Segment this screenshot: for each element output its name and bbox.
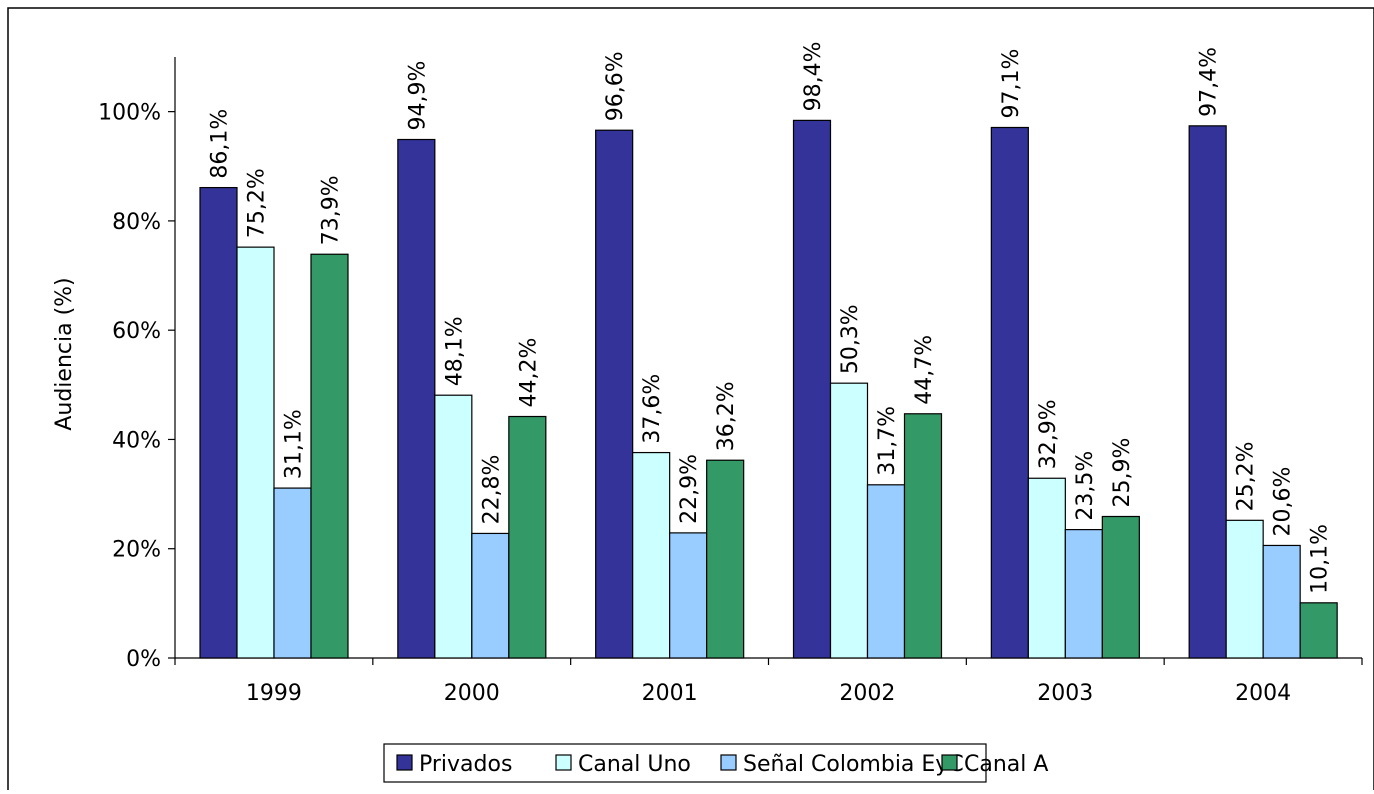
bar-privados-2003 bbox=[990, 126, 1029, 659]
data-label: 20,6% bbox=[1271, 467, 1296, 537]
bar-se-al-colombia-eyc-2002 bbox=[866, 484, 906, 659]
bar-canal-a-2003 bbox=[1101, 515, 1140, 659]
data-label: 37,6% bbox=[640, 374, 665, 444]
data-label: 31,7% bbox=[875, 406, 900, 476]
bar-privados-2002 bbox=[792, 119, 832, 659]
legend-label: Privados bbox=[419, 752, 512, 777]
data-label: 22,9% bbox=[677, 454, 702, 524]
bar-canal-uno-2003 bbox=[1027, 477, 1066, 659]
data-label: 73,9% bbox=[319, 175, 344, 245]
data-label: 94,9% bbox=[405, 61, 430, 131]
data-label: 36,2% bbox=[714, 381, 739, 451]
data-label: 44,2% bbox=[516, 338, 541, 408]
y-tick-label: 0% bbox=[126, 647, 161, 672]
bar-se-al-colombia-eyc-1999 bbox=[273, 487, 312, 659]
y-tick-label: 100% bbox=[98, 101, 161, 126]
bar-canal-a-1999 bbox=[310, 253, 349, 659]
legend-label: Canal A bbox=[964, 752, 1048, 777]
legend-swatch bbox=[720, 754, 737, 771]
bar-canal-uno-2001 bbox=[632, 451, 671, 659]
bar-canal-uno-2002 bbox=[829, 382, 869, 659]
x-tick-label: 1999 bbox=[246, 681, 302, 706]
y-tick-label: 40% bbox=[112, 428, 161, 453]
data-label: 23,5% bbox=[1073, 451, 1098, 521]
legend-label: Señal Colombia EyC bbox=[743, 752, 964, 777]
data-label: 10,1% bbox=[1308, 524, 1333, 594]
data-label: 86,1% bbox=[208, 109, 233, 179]
bar-canal-uno-1999 bbox=[236, 246, 275, 659]
y-tick-label: 60% bbox=[112, 319, 161, 344]
data-label: 31,1% bbox=[282, 409, 307, 479]
legend-swatch bbox=[555, 754, 572, 771]
data-label: 50,3% bbox=[838, 304, 863, 374]
legend-label: Canal Uno bbox=[578, 752, 691, 777]
x-tick-label: 2002 bbox=[839, 681, 895, 706]
legend-swatch bbox=[941, 754, 958, 771]
bar-canal-a-2002 bbox=[903, 413, 943, 659]
bar-canal-a-2001 bbox=[706, 459, 745, 659]
data-label: 48,1% bbox=[442, 316, 467, 386]
bar-canal-a-2000 bbox=[508, 415, 547, 659]
y-tick-label: 80% bbox=[112, 210, 161, 235]
bar-canal-a-2004 bbox=[1299, 602, 1338, 659]
bars-group bbox=[199, 119, 1338, 659]
bar-privados-2001 bbox=[595, 129, 634, 659]
bar-se-al-colombia-eyc-2000 bbox=[471, 532, 510, 659]
x-axis: 1999 2000 2001 2002 2003 2004 bbox=[174, 657, 1363, 706]
data-label: 44,7% bbox=[912, 335, 937, 405]
y-axis: 0% 20% 40% 60% 80% 100% bbox=[98, 57, 176, 672]
x-tick-label: 2001 bbox=[642, 681, 698, 706]
data-label: 96,6% bbox=[603, 51, 628, 121]
y-axis-label: Audiencia (%) bbox=[52, 277, 77, 430]
x-tick-label: 2003 bbox=[1037, 681, 1093, 706]
x-tick-label: 2000 bbox=[444, 681, 500, 706]
data-label: 22,8% bbox=[479, 455, 504, 525]
data-labels-group: 86,1% 94,9% 96,6% 98,4% 97,1% 97,4% 75,2% 48,1%… bbox=[208, 41, 1333, 593]
bar-privados-2000 bbox=[397, 138, 436, 659]
data-label: 25,2% bbox=[1234, 441, 1259, 511]
bar-se-al-colombia-eyc-2001 bbox=[669, 532, 708, 659]
data-label: 75,2% bbox=[245, 168, 270, 238]
bar-canal-uno-2004 bbox=[1225, 519, 1264, 659]
bar-privados-2004 bbox=[1188, 125, 1227, 659]
bar-privados-1999 bbox=[199, 186, 238, 659]
data-label: 98,4% bbox=[801, 41, 826, 111]
data-label: 97,4% bbox=[1197, 47, 1222, 117]
data-label: 32,9% bbox=[1036, 399, 1061, 469]
bar-canal-uno-2000 bbox=[434, 394, 473, 659]
x-tick-label: 2004 bbox=[1235, 681, 1291, 706]
legend-swatch bbox=[396, 754, 413, 771]
data-label: 25,9% bbox=[1110, 438, 1135, 508]
legend: Privados Canal Uno Señal Colombia EyC Canal… bbox=[383, 743, 1048, 783]
legend-box bbox=[383, 743, 987, 783]
data-label: 97,1% bbox=[999, 49, 1024, 119]
y-tick-label: 20% bbox=[112, 538, 161, 563]
bar-se-al-colombia-eyc-2004 bbox=[1262, 544, 1301, 659]
bar-se-al-colombia-eyc-2003 bbox=[1064, 529, 1103, 659]
